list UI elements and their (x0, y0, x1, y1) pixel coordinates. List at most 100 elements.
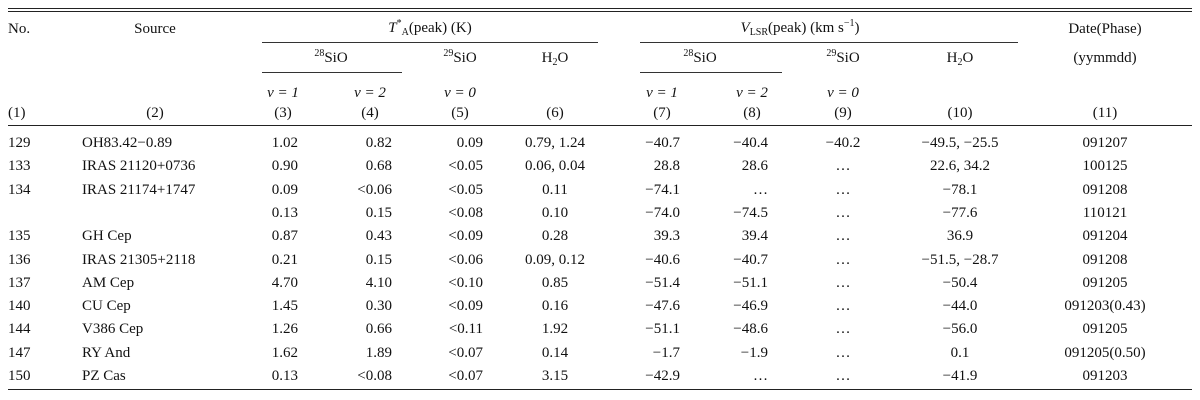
cell-v-29sio-v0: … (835, 344, 851, 361)
header-no: No. (8, 21, 31, 37)
cell-v-h2o: 0.1 (950, 344, 970, 361)
cell-t-28sio-v1: 1.45 (271, 298, 298, 315)
cell-t-28sio-v2: 0.30 (365, 298, 392, 315)
cell-t-29sio-v0: <0.09 (448, 228, 483, 245)
cell-v-28sio-v2: −40.4 (733, 135, 768, 151)
cell-no: 147 (8, 344, 31, 361)
cell-t-28sio-v2: 4.10 (365, 274, 392, 291)
cell-v-28sio-v2: … (753, 368, 768, 384)
cell-date: 091205 (1082, 274, 1128, 291)
cell-v-29sio-v0: … (835, 181, 851, 198)
header-date-format: (yymmdd) (1073, 50, 1137, 66)
column-number-9: (9) (834, 105, 852, 121)
column-number-10: (10) (947, 105, 973, 121)
cell-t-h2o: 0.16 (541, 298, 569, 315)
top-rule (8, 8, 1192, 9)
cell-t-28sio-v2: <0.08 (357, 368, 392, 384)
cell-v-h2o: −50.4 (942, 274, 978, 291)
top-rule-2 (8, 11, 1192, 12)
cell-t-h2o: 3.15 (541, 368, 569, 384)
cell-t-28sio-v1: 1.02 (271, 135, 298, 151)
column-number-11: (11) (1092, 105, 1118, 121)
cell-t-28sio-v1: 0.13 (271, 204, 298, 221)
v0-t: v = 0 (444, 85, 476, 101)
cell-v-28sio-v1: −40.6 (645, 251, 680, 268)
column-number-7: (7) (653, 105, 671, 121)
cell-source: IRAS 21120+0736 (82, 158, 196, 175)
cell-t-28sio-v1: 1.62 (271, 344, 298, 361)
cell-v-28sio-v1: 28.8 (653, 158, 680, 175)
cell-no: 136 (8, 251, 31, 268)
cell-v-28sio-v1: −51.4 (645, 274, 680, 291)
cell-no: 137 (8, 274, 31, 291)
cell-t-h2o: 0.06, 0.04 (525, 158, 585, 175)
cell-t-h2o: 0.79, 1.24 (525, 135, 585, 151)
column-number-1: (1) (8, 105, 26, 121)
cell-v-29sio-v0: … (835, 204, 851, 221)
cell-date: 091203(0.43) (1064, 298, 1146, 315)
28sio-t-rule (262, 72, 402, 73)
cell-t-29sio-v0: <0.05 (448, 158, 483, 175)
cell-v-h2o: 36.9 (946, 228, 974, 245)
column-number-5: (5) (451, 105, 469, 121)
cell-no: 140 (8, 298, 31, 315)
cell-v-28sio-v2: 39.4 (741, 228, 768, 245)
cell-date: 091204 (1082, 228, 1128, 245)
cell-v-29sio-v0: −40.2 (825, 135, 861, 151)
cell-t-28sio-v2: 0.43 (365, 228, 392, 245)
cell-no: 129 (8, 135, 31, 151)
cell-t-28sio-v1: 0.13 (271, 368, 298, 384)
cell-t-28sio-v1: 0.21 (271, 251, 298, 268)
cell-v-h2o: 22.6, 34.2 (930, 158, 990, 175)
cell-v-29sio-v0: … (835, 158, 851, 175)
cell-t-28sio-v2: 0.15 (365, 204, 392, 221)
h2o-t: H2O (541, 50, 569, 68)
cell-source: CU Cep (82, 298, 131, 315)
cell-v-28sio-v1: −74.0 (645, 204, 680, 221)
cell-t-28sio-v1: 0.90 (271, 158, 298, 175)
v1-t: v = 1 (267, 85, 299, 101)
cell-t-29sio-v0: <0.10 (448, 274, 483, 291)
cell-source: V386 Cep (82, 321, 144, 338)
iso-28sio-v: 28SiO (683, 48, 717, 67)
cell-date: 091205(0.50) (1064, 344, 1146, 361)
cell-v-28sio-v2: −51.1 (733, 274, 768, 291)
cell-t-h2o: 0.85 (541, 274, 569, 291)
bottom-rule (8, 389, 1192, 390)
cell-v-h2o: −56.0 (942, 321, 978, 338)
cell-t-h2o: 0.10 (541, 204, 569, 221)
iso-28sio-t: 28SiO (314, 48, 348, 67)
cell-v-29sio-v0: … (835, 321, 851, 338)
cell-source: GH Cep (82, 228, 132, 245)
cell-no: 134 (8, 181, 31, 198)
cell-v-29sio-v0: … (835, 274, 851, 291)
cell-v-28sio-v1: −74.1 (645, 181, 680, 198)
cell-date: 091205 (1082, 321, 1128, 338)
cell-source: RY And (82, 344, 131, 361)
cell-t-29sio-v0: <0.05 (448, 181, 483, 198)
cell-t-29sio-v0: <0.06 (448, 251, 483, 268)
cell-v-28sio-v2: … (753, 181, 768, 198)
cell-v-28sio-v2: 28.6 (741, 158, 768, 175)
h2o-v: H2O (946, 50, 974, 68)
cell-t-28sio-v1: 4.70 (271, 274, 298, 291)
cell-date: 091208 (1082, 251, 1128, 268)
iso-29sio-t: 29SiO (443, 48, 477, 67)
cell-date: 091203 (1082, 368, 1128, 384)
cell-t-29sio-v0: <0.07 (448, 368, 483, 384)
cell-v-28sio-v1: −40.7 (645, 135, 680, 151)
v1-v: v = 1 (646, 85, 678, 101)
cell-t-28sio-v2: 0.15 (365, 251, 392, 268)
cell-v-28sio-v2: −74.5 (733, 204, 768, 221)
cell-v-29sio-v0: … (835, 251, 851, 268)
header-vlsr: VLSR(peak) (km s−1) (740, 18, 860, 38)
cell-v-h2o: −77.6 (942, 204, 978, 221)
cell-date: 091207 (1082, 135, 1128, 151)
cell-t-28sio-v2: 0.68 (365, 158, 392, 175)
cell-v-28sio-v2: −48.6 (733, 321, 768, 338)
cell-v-h2o: −49.5, −25.5 (921, 135, 999, 151)
cell-source: PZ Cas (82, 368, 126, 384)
cell-t-28sio-v1: 1.26 (271, 321, 298, 338)
cell-v-h2o: −44.0 (942, 298, 978, 315)
